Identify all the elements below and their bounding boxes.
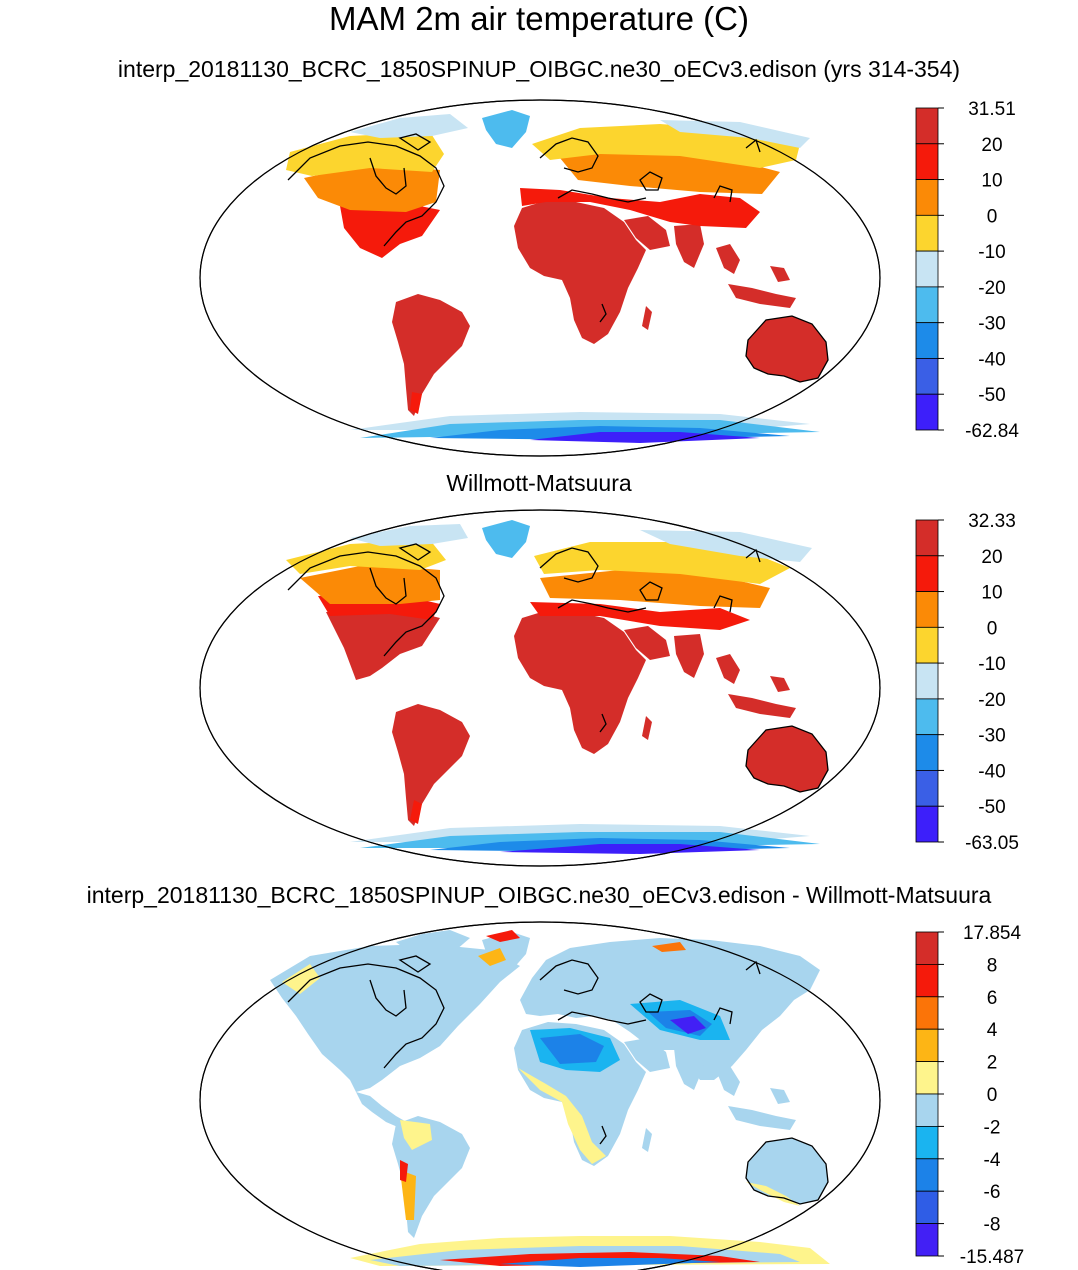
colorbar-label: -4 (984, 1150, 1001, 1171)
colorbar-label: -10 (978, 654, 1005, 675)
colorbar-label: -40 (978, 761, 1005, 782)
map-model (199, 99, 881, 457)
colorbar-label: 31.51 (968, 99, 1016, 120)
colorbar-label: 32.33 (968, 511, 1016, 532)
panel-2-title: Willmott-Matsuura (446, 470, 632, 496)
panel-1-title: interp_20181130_BCRC_1850SPINUP_OIBGC.ne… (117, 56, 961, 82)
colorbar-box (915, 393, 939, 431)
colorbar-label: 20 (981, 547, 1002, 568)
colorbar-label: -20 (978, 690, 1005, 711)
colorbar-label: 2 (987, 1053, 998, 1074)
colorbar-label: 0 (987, 1085, 998, 1106)
colorbar-box (915, 107, 939, 145)
colorbar-label: -30 (978, 726, 1005, 747)
colorbar-box (915, 626, 939, 664)
colorbar-label: 4 (987, 1020, 998, 1041)
colorbar-box (915, 179, 939, 216)
map-observed (199, 509, 881, 867)
colorbar-box (915, 214, 939, 252)
colorbar-label: -20 (978, 278, 1005, 299)
colorbar-box (915, 358, 939, 395)
colorbar-label: -2 (984, 1117, 1001, 1138)
colorbar-box (915, 143, 939, 180)
colorbar-label: -40 (978, 349, 1005, 370)
colorbar-label: 0 (987, 618, 998, 639)
colorbar-label: -6 (984, 1182, 1001, 1203)
colorbar-label: 6 (987, 988, 998, 1009)
colorbar-model: 31.51 20 10 0 -10 -20 -30 -40 -50 -62.84 (915, 99, 1019, 442)
colorbar-box (915, 734, 939, 771)
colorbar-label: 17.854 (963, 923, 1022, 944)
colorbar-observed: 32.33 20 10 0 -10 -20 -30 -40 -50 -63.05 (915, 511, 1019, 854)
colorbar-box (915, 662, 939, 700)
colorbar-box (915, 1093, 939, 1127)
colorbar-box (915, 322, 939, 359)
colorbar-label: 8 (987, 955, 998, 976)
colorbar-box (915, 519, 939, 557)
colorbar-label: 20 (981, 135, 1002, 156)
colorbar-box (915, 286, 939, 324)
colorbar-box (915, 1126, 939, 1160)
panel-3-title: interp_20181130_BCRC_1850SPINUP_OIBGC.ne… (86, 882, 992, 908)
antarctica-difference (350, 1236, 830, 1267)
colorbar-box (915, 555, 939, 592)
colorbar-box (915, 1028, 939, 1062)
colorbar-box (915, 931, 939, 965)
colorbar-label: -50 (978, 797, 1005, 818)
colorbar-label: -50 (978, 385, 1005, 406)
colorbar-label: -10 (978, 242, 1005, 263)
colorbar-label: -62.84 (965, 421, 1019, 442)
colorbar-label: -8 (984, 1215, 1001, 1236)
colorbar-box (915, 770, 939, 807)
colorbar-box (915, 591, 939, 628)
colorbar-box (915, 964, 939, 998)
colorbar-box (915, 996, 939, 1030)
colorbar-box (915, 1158, 939, 1192)
colorbar-box (915, 1061, 939, 1095)
map-difference (199, 921, 881, 1270)
colorbar-box (915, 805, 939, 843)
colorbar-difference: 17.854 8 6 4 2 0 -2 -4 -6 -8 -15.487 (915, 923, 1024, 1268)
colorbar-label: -30 (978, 314, 1005, 335)
figure-title: MAM 2m air temperature (C) (329, 0, 749, 37)
colorbar-box (915, 698, 939, 736)
colorbar-box (915, 1190, 939, 1224)
colorbar-label: 0 (987, 206, 998, 227)
colorbar-label: -15.487 (960, 1247, 1024, 1268)
colorbar-label: -63.05 (965, 833, 1019, 854)
colorbar-label: 10 (981, 171, 1002, 192)
colorbar-box (915, 1223, 939, 1257)
colorbar-box (915, 250, 939, 288)
colorbar-label: 10 (981, 583, 1002, 604)
